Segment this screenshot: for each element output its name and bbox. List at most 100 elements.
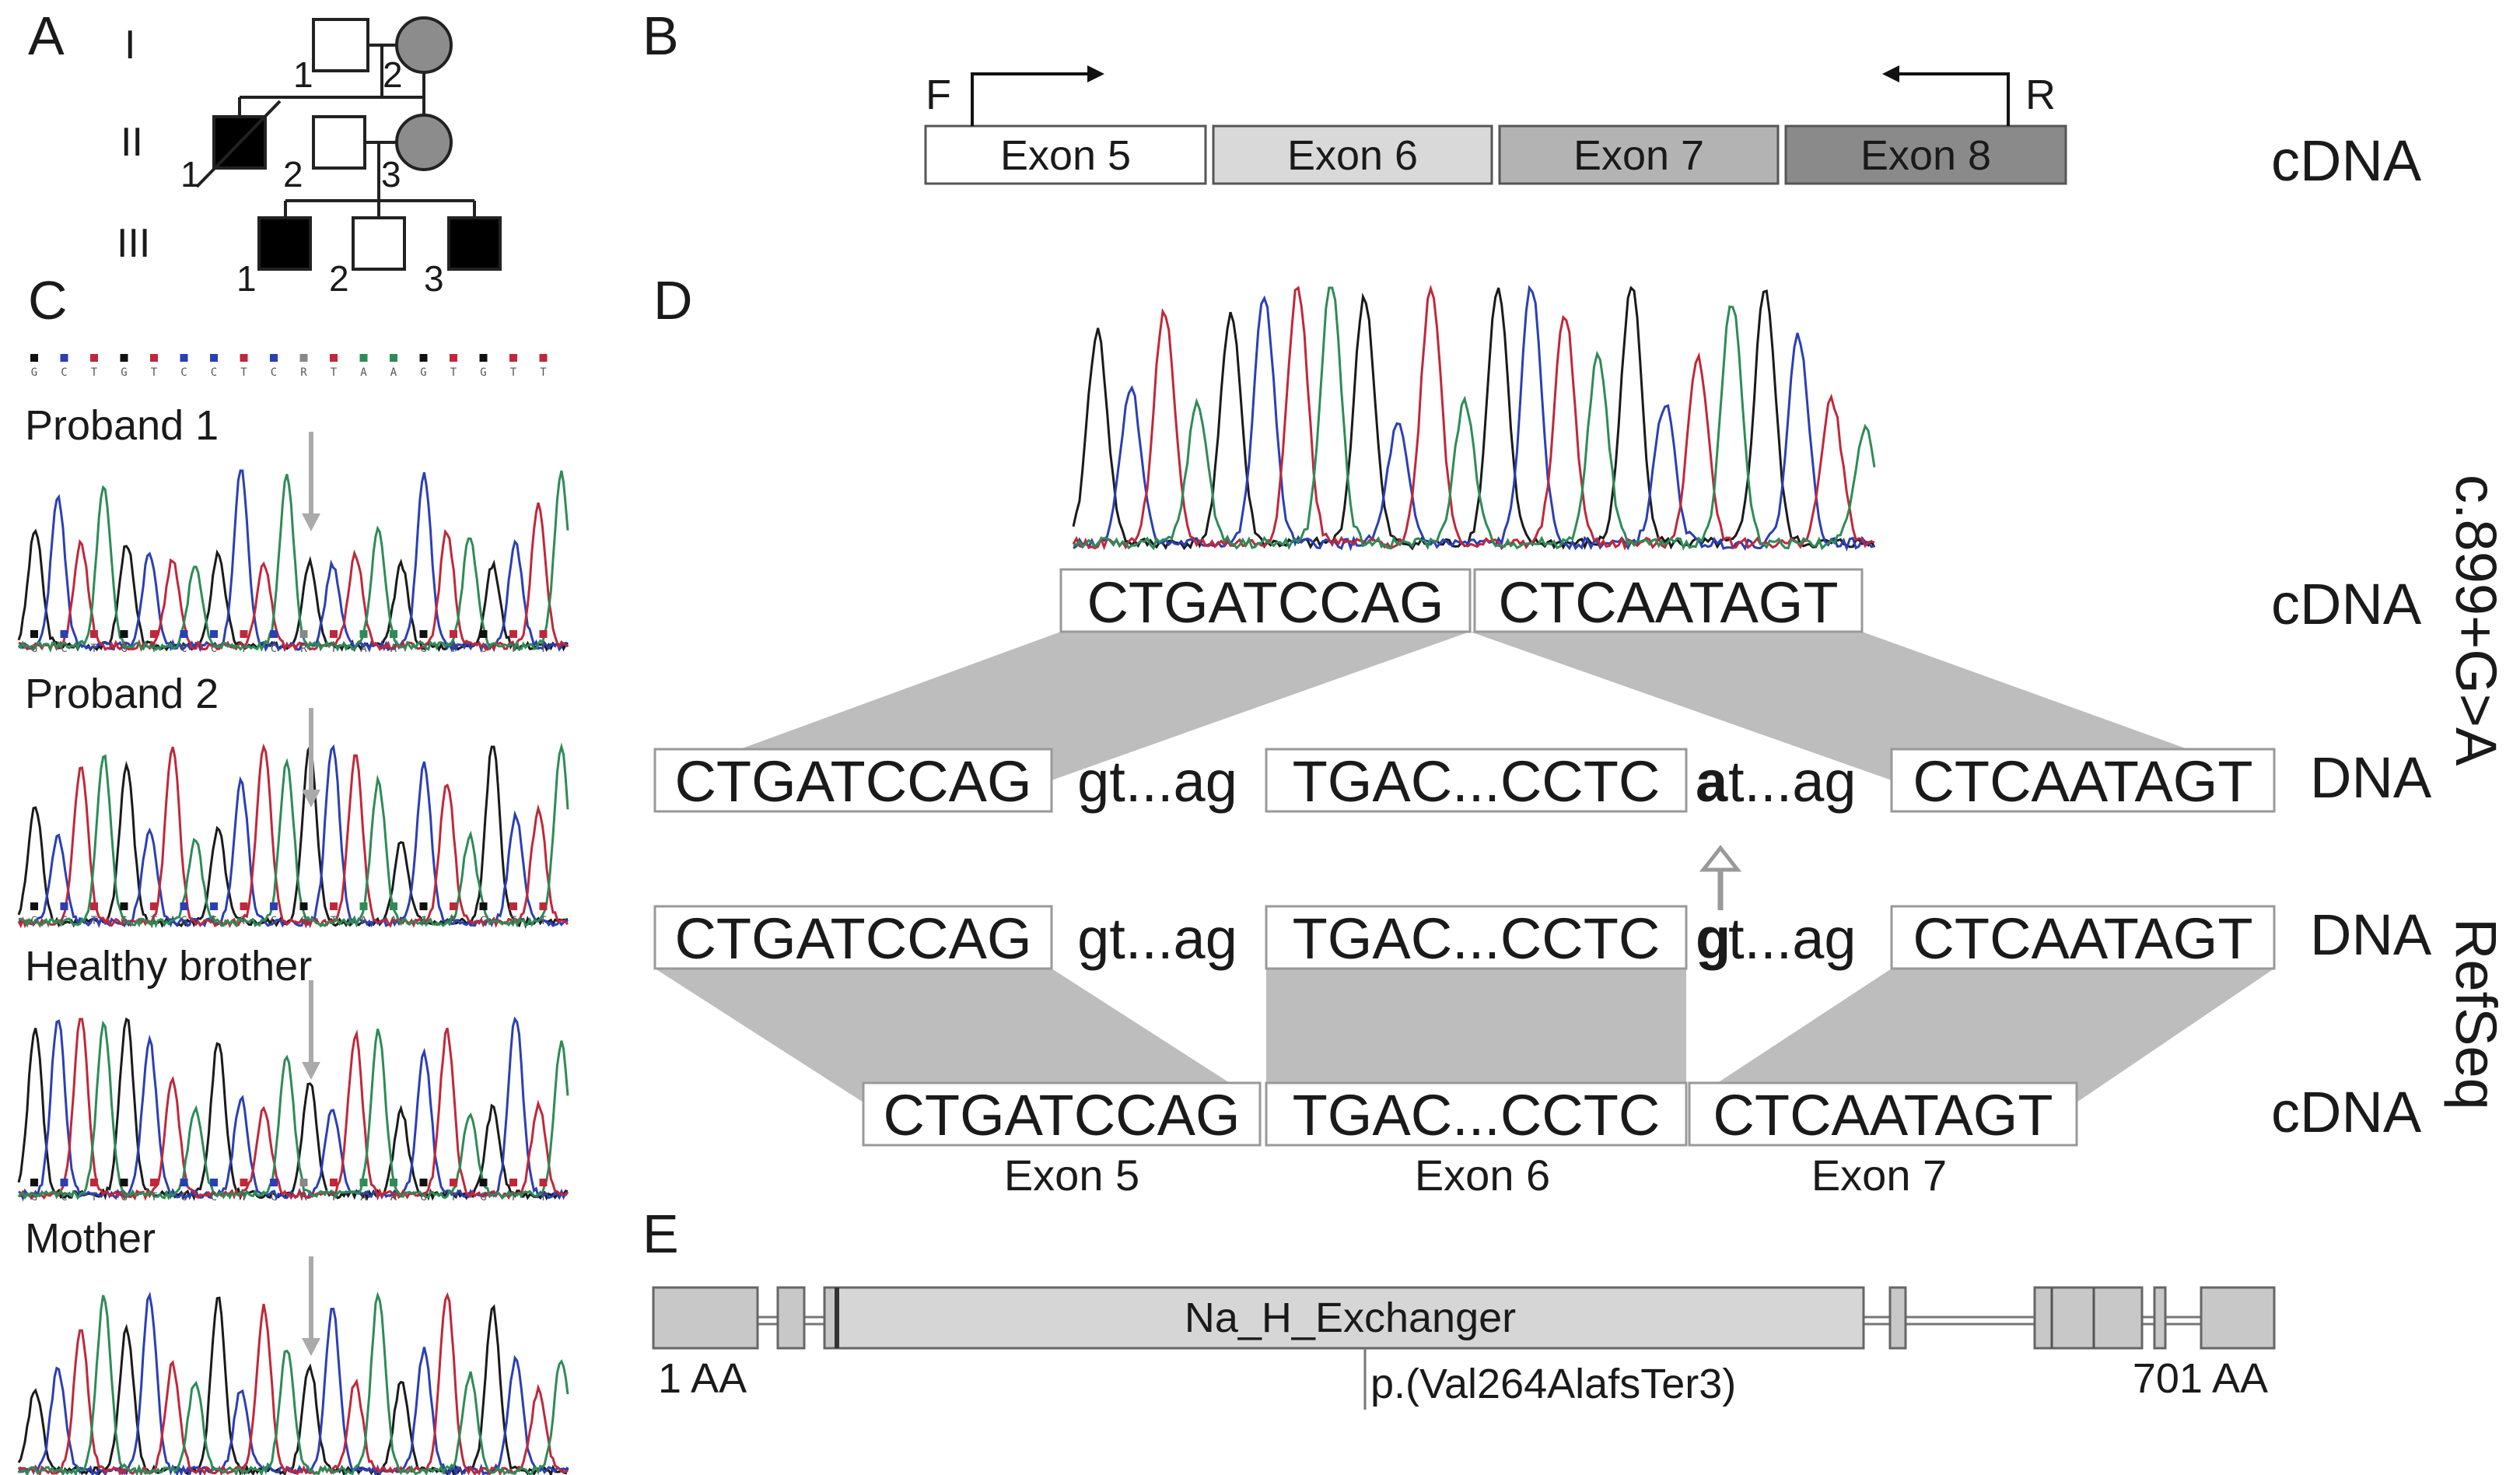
trace-label-proband-1: Proband 1: [25, 402, 219, 449]
transmembrane-block: [2153, 1286, 2167, 1350]
arrowhead-icon: [1882, 65, 1899, 82]
ref-dna-intron6: t...ag: [1728, 906, 1857, 971]
base-call: A: [390, 915, 397, 927]
base-call: T: [91, 915, 98, 927]
domain-label: Na_H_Exchanger: [1185, 1295, 1516, 1341]
base-color-marker: [180, 630, 188, 638]
base-call: C: [180, 366, 187, 379]
base-call: T: [240, 366, 247, 379]
chromatogram-trace: [17, 1296, 569, 1475]
base-call: T: [331, 366, 338, 379]
panel-label-a: A: [28, 5, 65, 66]
base-call: G: [420, 366, 426, 379]
panel-label-c: C: [28, 270, 68, 331]
splicing-diagram: CTGATCCAG CTCAATAGT cDNA CTGATCCAG gt...…: [653, 284, 2508, 1200]
pedigree-numbers: 1 2 1 2 3 1 2 3: [180, 54, 444, 299]
row-label-dna-ref: DNA: [2310, 902, 2432, 967]
exon-label-7: Exon 7: [1573, 132, 1704, 179]
exon-box-7: [1498, 124, 1780, 185]
pedigree-female-carrier: [395, 114, 453, 171]
pedigree: I II III: [117, 16, 502, 271]
base-call: T: [240, 1191, 247, 1203]
base-call: G: [31, 366, 37, 379]
mutant-cdna-exon5: CTGATCCAG: [1087, 570, 1444, 635]
base-color-marker: [509, 902, 517, 910]
pedigree-male-affected: [257, 216, 312, 271]
base-call: C: [271, 643, 277, 655]
exon-label-8: Exon 8: [1860, 132, 1991, 179]
base-call: R: [300, 366, 307, 379]
base-call: R: [300, 643, 307, 655]
splice-connector: [1688, 969, 2274, 1102]
ref-dna-intron5: gt...ag: [1077, 906, 1237, 971]
pedigree-id-I2: 2: [383, 54, 403, 95]
chromatogram-trace: [18, 502, 569, 653]
chromatogram-trace: [17, 470, 569, 653]
base-call: A: [360, 643, 367, 655]
base-color-marker: [120, 630, 128, 638]
base-color-marker: [509, 354, 517, 362]
protein-diagram: Na_H_Exchanger p.(Val264AlafsTer3) 1 AA …: [652, 1286, 2276, 1410]
base-call: G: [121, 1191, 127, 1203]
base-call: C: [180, 1191, 187, 1203]
exon-caption-6: Exon 6: [1415, 1151, 1550, 1200]
ref-cdna-exon6: TGAC...CCTC: [1293, 1083, 1661, 1147]
base-call: A: [360, 1191, 367, 1203]
row-label-cdna-ref: cDNA: [2271, 1080, 2422, 1144]
seq-box: [862, 1081, 1262, 1147]
base-color-marker: [419, 354, 428, 362]
ref-cdna-exon7: CTCAATAGT: [1713, 1083, 2053, 1147]
pedigree-id-II1: 1: [180, 154, 201, 194]
mutant-cdna-chromatogram: [1072, 284, 1876, 552]
sanger-traces: Proband 1 Proband 2 Healthy brother Moth…: [17, 354, 569, 1475]
chromatogram-trace: [17, 1020, 569, 1200]
base-color-marker: [479, 1179, 488, 1186]
base-color-marker: [240, 902, 248, 910]
forward-primer-arrow: [971, 72, 1089, 126]
row-label-dna: DNA: [2310, 745, 2432, 810]
exon-box-5: [924, 124, 1207, 185]
chromatogram-trace: [17, 743, 569, 929]
reverse-primer-arrow: [1898, 72, 2010, 126]
generation-label-1: I: [124, 23, 135, 68]
base-color-marker: [30, 1179, 38, 1186]
base-call: T: [510, 1191, 517, 1203]
base-color-marker: [30, 902, 38, 910]
base-call: T: [450, 366, 457, 379]
arrowhead-icon: [302, 790, 320, 808]
base-color-marker: [240, 630, 248, 638]
base-color-marker: [479, 630, 488, 638]
base-color-marker: [299, 630, 308, 638]
pedigree-female-carrier: [395, 16, 453, 74]
base-color-marker: [60, 902, 68, 910]
exon-box-8: [1784, 124, 2067, 185]
base-call: C: [180, 643, 187, 655]
base-call: C: [211, 366, 217, 379]
base-call: G: [121, 643, 127, 655]
base-color-marker: [150, 354, 158, 362]
base-call: T: [331, 1191, 338, 1203]
base-color-marker: [479, 902, 488, 910]
arrowhead-icon: [302, 1338, 320, 1356]
base-color-marker: [330, 902, 338, 910]
base-color-marker: [359, 630, 368, 638]
base-call: T: [151, 1191, 158, 1203]
base-call: A: [390, 643, 397, 655]
pedigree-id-II2: 2: [283, 154, 303, 194]
base-call: T: [91, 366, 98, 379]
mutant-dna-exon7: CTCAATAGT: [1913, 749, 2252, 814]
base-call: T: [540, 366, 547, 379]
base-call: T: [151, 366, 158, 379]
base-color-marker: [539, 630, 548, 638]
chromatogram-trace: [1072, 284, 1875, 551]
pedigree-id-III1: 1: [236, 258, 257, 299]
pedigree-male-unaffected: [352, 216, 406, 271]
base-call: G: [480, 1191, 486, 1203]
base-call: C: [180, 915, 187, 927]
base-color-marker: [419, 902, 428, 910]
base-color-marker: [509, 1179, 517, 1186]
base-call: R: [300, 1191, 307, 1203]
base-color-marker: [359, 902, 368, 910]
base-color-marker: [390, 902, 397, 910]
